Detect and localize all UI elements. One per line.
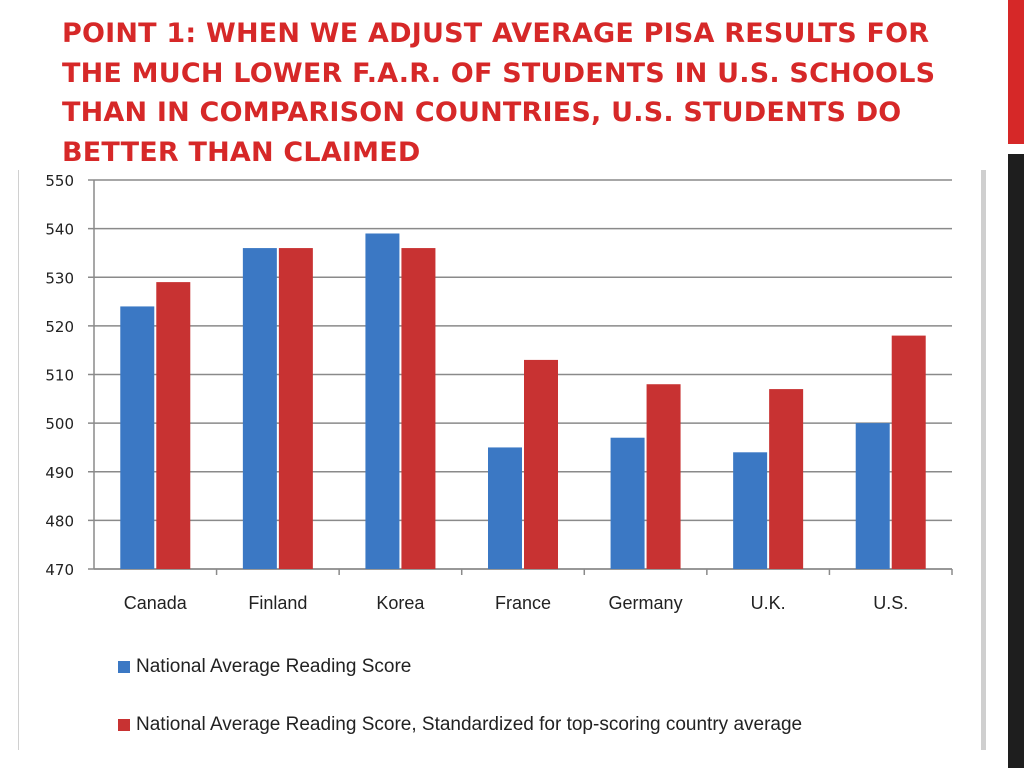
legend-label: National Average Reading Score, Standard… [136,714,803,735]
bar-national-finland [242,248,277,569]
bar-national-france [488,447,522,569]
y-tick-label: 540 [45,221,74,239]
y-tick-label: 480 [45,512,74,530]
slide-title: Point 1: When we adjust average PISA res… [62,18,936,168]
category-label: Germany [609,593,683,613]
category-label: U.K. [751,593,786,613]
bar-standardized-canada [156,282,191,569]
category-label: U.S. [873,593,908,613]
y-tick-label: 500 [45,415,74,433]
bar-standardized-germany [646,384,681,569]
bar-standardized-france [524,359,558,569]
y-tick-label: 510 [45,367,74,385]
accent-bar [1008,0,1024,144]
y-tick-label: 490 [45,464,74,482]
y-tick-label: 470 [45,561,74,579]
bar-national-canada [120,306,155,569]
bar-standardized-finland [278,248,313,569]
bar-standardized-korea [401,248,436,569]
bar-national-korea [365,233,400,570]
bar-standardized-uk [769,389,804,569]
category-label: Korea [376,593,425,613]
chart-frame [18,170,986,750]
y-tick-label: 520 [45,318,74,336]
legend-swatch-red [118,719,130,731]
bar-national-us [855,423,890,569]
category-label: France [495,593,551,613]
bar-standardized-us [891,335,926,569]
side-bar [1008,154,1024,768]
category-label: Canada [124,593,188,613]
legend-label: National Average Reading Score [136,656,412,677]
legend-item-national-average: National Average Reading Score [118,656,411,678]
bar-national-uk [733,452,768,569]
y-tick-label: 550 [45,172,74,190]
category-label: Finland [248,593,307,613]
legend-item-standardized: National Average Reading Score, Standard… [118,714,802,736]
y-tick-label: 530 [45,269,74,287]
bar-national-germany [610,437,645,569]
legend-swatch-blue [118,661,130,673]
